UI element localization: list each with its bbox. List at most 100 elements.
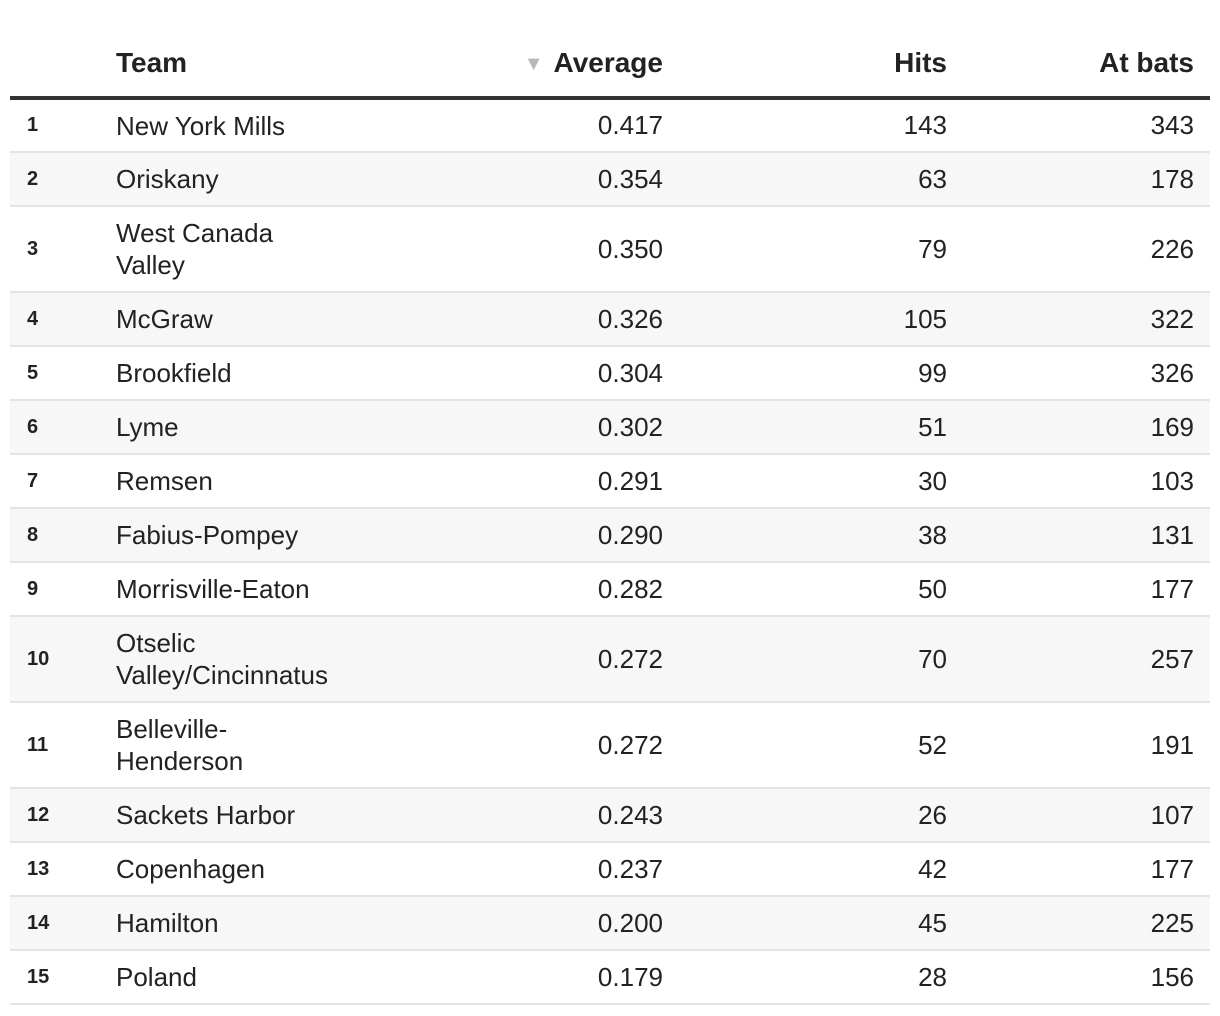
hits-cell: 38 — [663, 508, 947, 563]
at-bats-cell: 107 — [947, 788, 1210, 843]
table-row: 1 New York Mills 0.417 143 343 — [10, 98, 1210, 153]
team-cell: McGraw — [115, 292, 380, 347]
header-rank — [10, 30, 115, 100]
average-cell: 0.243 — [380, 788, 663, 843]
average-cell: 0.179 — [380, 950, 663, 1005]
at-bats-cell: 131 — [947, 508, 1210, 563]
table-row: 3 West Canada Valley 0.350 79 226 — [10, 206, 1210, 293]
table-body: 1 New York Mills 0.417 143 343 2 Oriskany 0.354… — [10, 98, 1210, 1005]
average-cell: 0.417 — [380, 98, 663, 153]
average-cell: 0.304 — [380, 346, 663, 401]
average-cell: 0.302 — [380, 400, 663, 455]
team-cell: Morrisville-Eaton — [115, 562, 380, 617]
table-row: 8 Fabius-Pompey 0.290 38 131 — [10, 508, 1210, 563]
rank-cell: 10 — [10, 616, 115, 703]
average-cell: 0.237 — [380, 842, 663, 897]
rank-cell: 12 — [10, 788, 115, 843]
rank-cell: 3 — [10, 206, 115, 293]
rank-cell: 1 — [10, 98, 115, 153]
hits-cell: 52 — [663, 702, 947, 789]
rank-cell: 6 — [10, 400, 115, 455]
rank-cell: 2 — [10, 152, 115, 207]
rank-cell: 15 — [10, 950, 115, 1005]
table-row: 13 Copenhagen 0.237 42 177 — [10, 842, 1210, 897]
hits-cell: 51 — [663, 400, 947, 455]
average-cell: 0.354 — [380, 152, 663, 207]
average-cell: 0.350 — [380, 206, 663, 293]
hits-cell: 50 — [663, 562, 947, 617]
team-cell: Lyme — [115, 400, 380, 455]
at-bats-cell: 343 — [947, 98, 1210, 153]
rank-cell: 9 — [10, 562, 115, 617]
hits-cell: 45 — [663, 896, 947, 951]
average-cell: 0.272 — [380, 616, 663, 703]
team-cell: Fabius-Pompey — [115, 508, 380, 563]
hits-cell: 26 — [663, 788, 947, 843]
team-cell: Copenhagen — [115, 842, 380, 897]
hits-cell: 105 — [663, 292, 947, 347]
at-bats-cell: 156 — [947, 950, 1210, 1005]
team-cell: New York Mills — [115, 98, 380, 153]
rank-cell: 8 — [10, 508, 115, 563]
batting-average-table: Team ▼ Average Hits At bats 1 New York Mil… — [10, 30, 1210, 1005]
average-cell: 0.272 — [380, 702, 663, 789]
at-bats-cell: 326 — [947, 346, 1210, 401]
header-average-label: Average — [553, 47, 663, 78]
at-bats-cell: 103 — [947, 454, 1210, 509]
average-cell: 0.326 — [380, 292, 663, 347]
average-cell: 0.200 — [380, 896, 663, 951]
at-bats-cell: 225 — [947, 896, 1210, 951]
header-row: Team ▼ Average Hits At bats — [10, 30, 1210, 100]
team-cell: Brookfield — [115, 346, 380, 401]
team-cell: Otselic Valley/Cincinnatus — [115, 616, 380, 703]
table-row: 12 Sackets Harbor 0.243 26 107 — [10, 788, 1210, 843]
header-at-bats[interactable]: At bats — [947, 30, 1210, 100]
at-bats-cell: 169 — [947, 400, 1210, 455]
hits-cell: 79 — [663, 206, 947, 293]
team-cell: Hamilton — [115, 896, 380, 951]
rank-cell: 14 — [10, 896, 115, 951]
hits-cell: 63 — [663, 152, 947, 207]
team-cell: Sackets Harbor — [115, 788, 380, 843]
team-cell: Poland — [115, 950, 380, 1005]
rank-cell: 11 — [10, 702, 115, 789]
table-header: Team ▼ Average Hits At bats — [10, 30, 1210, 100]
hits-cell: 70 — [663, 616, 947, 703]
table-row: 4 McGraw 0.326 105 322 — [10, 292, 1210, 347]
average-cell: 0.282 — [380, 562, 663, 617]
at-bats-cell: 178 — [947, 152, 1210, 207]
at-bats-cell: 257 — [947, 616, 1210, 703]
table-row: 15 Poland 0.179 28 156 — [10, 950, 1210, 1005]
sort-down-triangle-icon[interactable]: ▼ — [523, 53, 544, 75]
header-hits[interactable]: Hits — [663, 30, 947, 100]
table-row: 9 Morrisville-Eaton 0.282 50 177 — [10, 562, 1210, 617]
team-cell: Remsen — [115, 454, 380, 509]
hits-cell: 28 — [663, 950, 947, 1005]
header-team[interactable]: Team — [115, 30, 380, 100]
table-row: 7 Remsen 0.291 30 103 — [10, 454, 1210, 509]
table-row: 14 Hamilton 0.200 45 225 — [10, 896, 1210, 951]
team-cell: West Canada Valley — [115, 206, 380, 293]
at-bats-cell: 322 — [947, 292, 1210, 347]
at-bats-cell: 177 — [947, 842, 1210, 897]
hits-cell: 99 — [663, 346, 947, 401]
header-average[interactable]: ▼ Average — [380, 30, 663, 100]
table-row: 11 Belleville- Henderson 0.272 52 191 — [10, 702, 1210, 789]
rank-cell: 5 — [10, 346, 115, 401]
team-cell: Oriskany — [115, 152, 380, 207]
rank-cell: 13 — [10, 842, 115, 897]
table-row: 5 Brookfield 0.304 99 326 — [10, 346, 1210, 401]
average-cell: 0.291 — [380, 454, 663, 509]
at-bats-cell: 191 — [947, 702, 1210, 789]
table-row: 10 Otselic Valley/Cincinnatus 0.272 70 257 — [10, 616, 1210, 703]
rank-cell: 7 — [10, 454, 115, 509]
hits-cell: 42 — [663, 842, 947, 897]
hits-cell: 143 — [663, 98, 947, 153]
stats-table-container: Team ▼ Average Hits At bats 1 New York Mil… — [10, 30, 1210, 1005]
average-cell: 0.290 — [380, 508, 663, 563]
table-row: 6 Lyme 0.302 51 169 — [10, 400, 1210, 455]
at-bats-cell: 226 — [947, 206, 1210, 293]
rank-cell: 4 — [10, 292, 115, 347]
hits-cell: 30 — [663, 454, 947, 509]
table-row: 2 Oriskany 0.354 63 178 — [10, 152, 1210, 207]
